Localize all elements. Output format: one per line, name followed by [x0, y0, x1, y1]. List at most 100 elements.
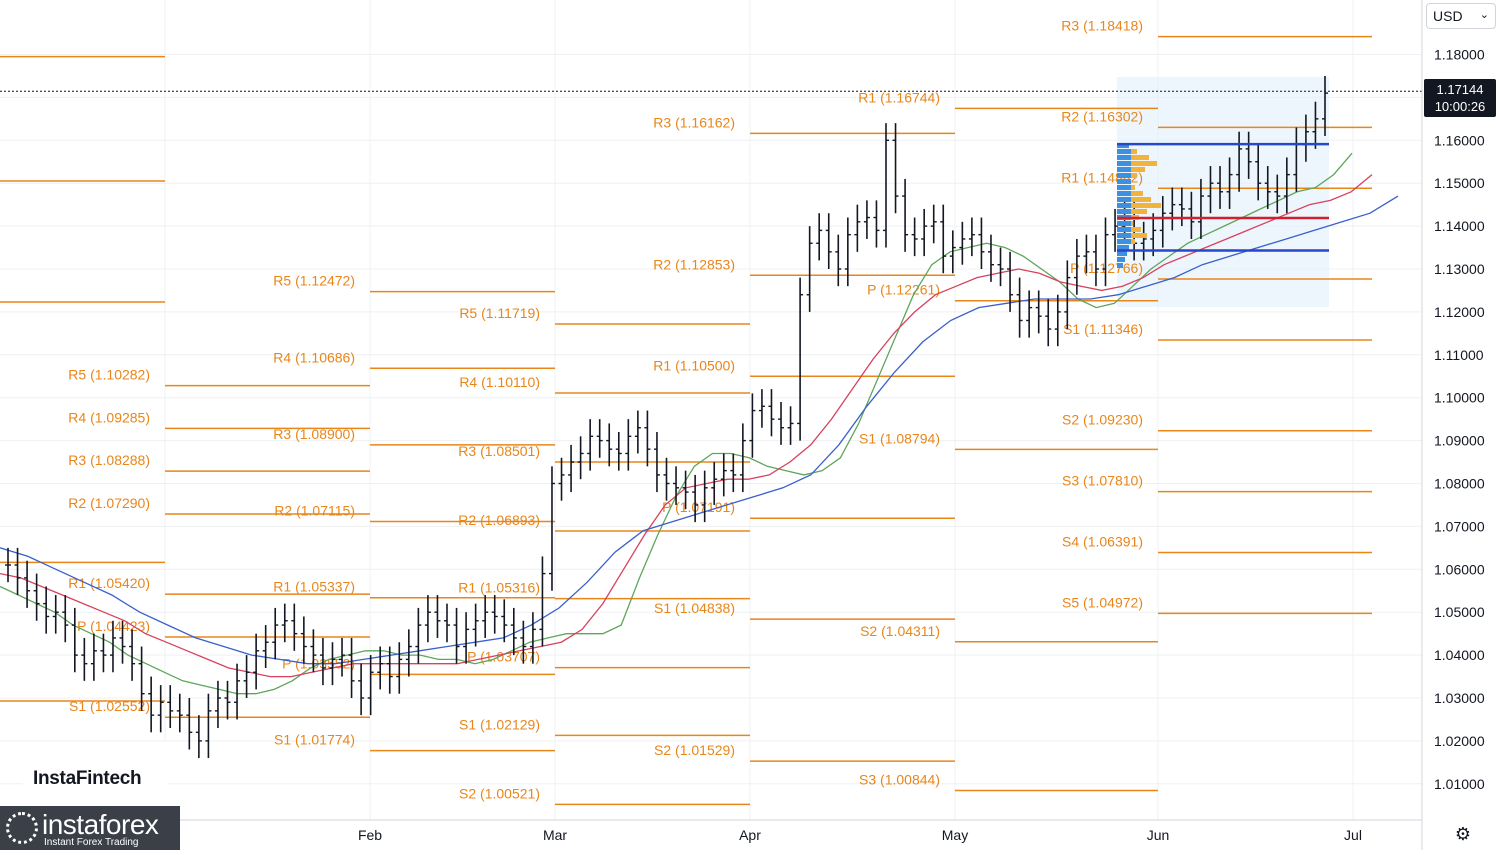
price-tick-label: 1.14000	[1434, 218, 1485, 234]
current-price-tag: 1.17144 10:00:26	[1424, 79, 1496, 117]
pivot-label: R2 (1.12853)	[653, 256, 735, 272]
time-tick-label: May	[942, 827, 968, 843]
instaforex-tagline: Instant Forex Trading	[44, 837, 139, 848]
volume-profile-bar	[1131, 203, 1161, 208]
volume-profile-bar	[1131, 173, 1137, 178]
volume-profile-bar	[1131, 149, 1137, 154]
price-tick-label: 1.04000	[1434, 647, 1485, 663]
price-tick-label: 1.18000	[1434, 47, 1485, 63]
time-tick-label: Jun	[1147, 827, 1170, 843]
gear-icon[interactable]: ⚙	[1454, 824, 1472, 844]
pivot-label: R2 (1.07290)	[68, 495, 150, 511]
moving-average-line	[0, 195, 1399, 665]
time-tick-label: Apr	[739, 827, 761, 843]
price-tick-label: 1.06000	[1434, 561, 1485, 577]
price-tick-label: 1.08000	[1434, 476, 1485, 492]
pivot-label: R3 (1.16162)	[653, 114, 735, 130]
volume-profile-bar	[1117, 149, 1131, 154]
pivot-label: P (1.12766)	[1070, 260, 1143, 276]
price-tick-label: 1.10000	[1434, 390, 1485, 406]
volume-profile-bar	[1117, 209, 1131, 214]
price-axis[interactable]: 1.180001.170001.160001.150001.140001.130…	[1434, 47, 1485, 792]
instaforex-brand: instaforex	[42, 809, 159, 840]
pivot-label: S3 (1.00844)	[859, 771, 940, 787]
instaforex-mark-icon	[6, 812, 38, 844]
pivot-label: S5 (1.04972)	[1062, 594, 1143, 610]
volume-profile-bar	[1117, 233, 1131, 238]
pivot-label: R2 (1.07115)	[274, 502, 355, 518]
pivot-label: S4 (1.06391)	[1062, 534, 1143, 550]
price-tick-label: 1.05000	[1434, 604, 1485, 620]
volume-profile-bar	[1131, 221, 1133, 226]
volume-profile-bar	[1131, 197, 1151, 202]
grid-lines	[0, 0, 1422, 820]
pivot-label: S1 (1.02129)	[459, 716, 540, 732]
volume-profile-bar	[1131, 233, 1147, 238]
pivot-label: P (1.07191)	[662, 499, 735, 515]
instafintech-logo: InstaFintech	[33, 768, 142, 789]
price-tick-label: 1.09000	[1434, 433, 1485, 449]
volume-profile-bar	[1117, 263, 1123, 268]
volume-profile-bar	[1117, 197, 1131, 202]
chevron-down-icon: ⌄	[1479, 9, 1489, 21]
pivot-label: R4 (1.09285)	[68, 409, 150, 425]
pivot-label: P (1.12261)	[867, 282, 940, 298]
pivot-label: R3 (1.08900)	[273, 426, 355, 442]
price-tick-label: 1.07000	[1434, 518, 1485, 534]
pivot-label: R5 (1.11719)	[459, 305, 540, 321]
time-axis[interactable]: 2025FebMarAprMayJunJul	[149, 827, 1362, 843]
currency-value: USD	[1433, 8, 1463, 24]
volume-profile-bar	[1117, 179, 1131, 184]
volume-profile-bar	[1117, 143, 1129, 148]
pivot-label: R1 (1.05420)	[68, 575, 150, 591]
volume-profile-bar	[1117, 173, 1131, 178]
pivot-label: R2 (1.06893)	[458, 512, 540, 528]
pivot-label: S1 (1.04838)	[654, 600, 735, 616]
volume-profile-bar	[1117, 257, 1125, 262]
pivot-label: R4 (1.10110)	[459, 374, 540, 390]
volume-profile-bar	[1117, 239, 1131, 244]
currency-select[interactable]: USD ⌄	[1426, 3, 1496, 29]
time-tick-label: Jul	[1344, 827, 1362, 843]
price-tick-label: 1.03000	[1434, 690, 1485, 706]
volume-profile-bar	[1131, 209, 1147, 214]
time-tick-label: Mar	[543, 827, 567, 843]
pivot-label: S2 (1.09230)	[1062, 412, 1143, 428]
pivot-label: R5 (1.10282)	[68, 367, 150, 383]
pivot-label: S1 (1.11346)	[1063, 321, 1143, 337]
price-tick-label: 1.02000	[1434, 733, 1485, 749]
pivot-label: R1 (1.16744)	[858, 89, 940, 105]
pivot-label: S2 (1.01529)	[654, 742, 735, 758]
volume-profile-bar	[1131, 155, 1149, 160]
pivot-label: R3 (1.08288)	[68, 452, 150, 468]
volume-profile-bar	[1117, 251, 1127, 256]
price-tick-label: 1.01000	[1434, 776, 1485, 792]
volume-profile	[1117, 142, 1329, 268]
volume-profile-bar	[1131, 185, 1135, 190]
volume-profile-bar	[1117, 227, 1131, 232]
volume-profile-bar	[1117, 167, 1131, 172]
volume-profile-bar	[1117, 203, 1131, 208]
price-tick-label: 1.16000	[1434, 132, 1485, 148]
volume-profile-bar	[1117, 155, 1131, 160]
volume-profile-bar	[1117, 185, 1131, 190]
pivot-label: S1 (1.08794)	[859, 430, 940, 446]
instaforex-logo[interactable]: instaforex Instant Forex Trading	[0, 806, 180, 850]
pivot-label: S1 (1.02552)	[69, 698, 150, 714]
volume-profile-bar	[1131, 191, 1143, 196]
volume-profile-bar	[1117, 191, 1131, 196]
volume-profile-bar	[1131, 167, 1145, 172]
time-tick-label: Feb	[358, 827, 382, 843]
watermark-box	[23, 742, 168, 814]
volume-profile-bar	[1131, 239, 1135, 244]
pivot-label: R3 (1.18418)	[1061, 18, 1143, 34]
current-price-value: 1.17144	[1436, 82, 1484, 97]
pivot-label: P (1.03707)	[467, 649, 540, 665]
pivot-label: S1 (1.01774)	[274, 732, 355, 748]
pivot-label: S2 (1.00521)	[459, 785, 540, 801]
pivot-label: R1 (1.05316)	[458, 580, 540, 596]
volume-profile-bar	[1117, 161, 1131, 166]
volume-profile-bar	[1117, 221, 1131, 226]
